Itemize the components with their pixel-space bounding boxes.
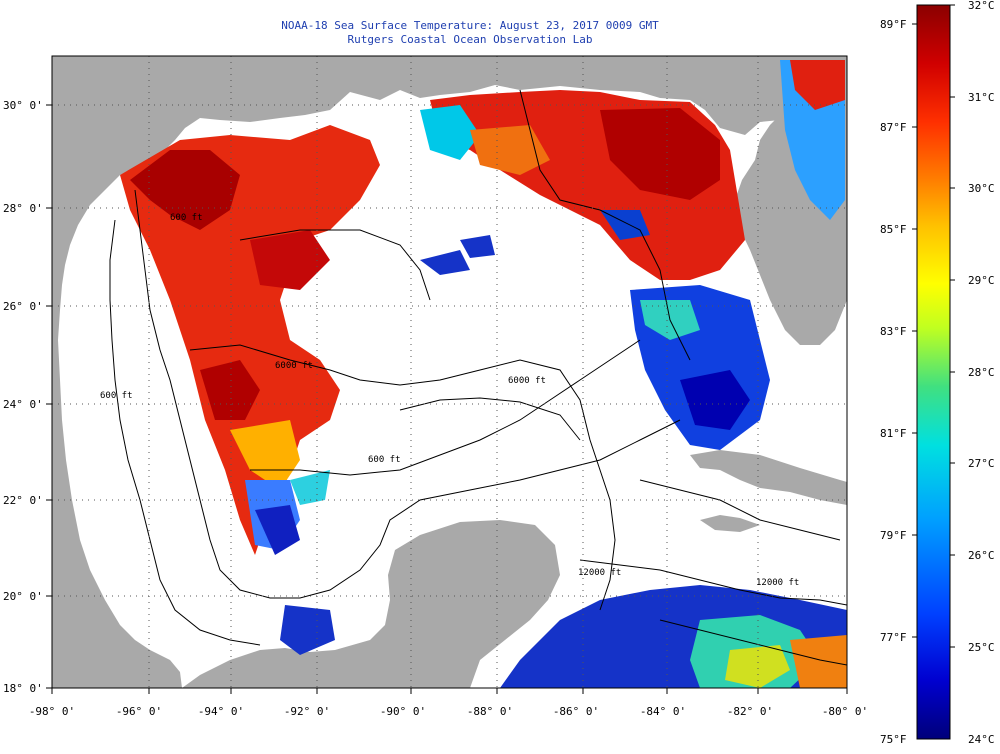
colorbar-c-label: 25°C bbox=[968, 641, 995, 654]
lat-label: 26° 0' bbox=[3, 300, 43, 313]
colorbar-f-label: 85°F bbox=[880, 223, 907, 236]
lat-label: 28° 0' bbox=[3, 202, 43, 215]
lat-label: 22° 0' bbox=[3, 494, 43, 507]
colorbar-fahrenheit-labels: 89°F 87°F 85°F 83°F 81°F 79°F 77°F 75°F bbox=[880, 18, 907, 746]
lat-label: 20° 0' bbox=[3, 590, 43, 603]
contour-label: 600 ft bbox=[368, 455, 401, 465]
colorbar-f-label: 79°F bbox=[880, 529, 907, 542]
contour-label: 6000 ft bbox=[275, 361, 313, 371]
map-subtitle: Rutgers Coastal Ocean Observation Lab bbox=[347, 33, 593, 46]
land-cuba bbox=[690, 450, 847, 505]
colorbar-f-label: 87°F bbox=[880, 121, 907, 134]
contour-label: 12000 ft bbox=[578, 568, 621, 578]
land-us-north bbox=[52, 56, 780, 688]
lon-label: -84° 0' bbox=[640, 705, 686, 718]
lat-label: 30° 0' bbox=[3, 99, 43, 112]
lon-label: -80° 0' bbox=[822, 705, 868, 718]
contour-label: 600 ft bbox=[170, 213, 203, 223]
sst-swaths bbox=[120, 60, 847, 688]
land-cuba-east bbox=[700, 515, 760, 532]
lon-label: -92° 0' bbox=[284, 705, 330, 718]
colorbar bbox=[916, 4, 951, 740]
colorbar-c-label: 30°C bbox=[968, 182, 995, 195]
lat-label: 18° 0' bbox=[3, 682, 43, 695]
contour-labels: 600 ft 6000 ft 6000 ft 600 ft 600 ft 120… bbox=[100, 213, 799, 588]
colorbar-c-label: 26°C bbox=[968, 549, 995, 562]
lon-label: -86° 0' bbox=[553, 705, 599, 718]
colorbar-c-label: 29°C bbox=[968, 274, 995, 287]
lat-label: 24° 0' bbox=[3, 398, 43, 411]
contour-label: 600 ft bbox=[100, 391, 133, 401]
lon-label: -82° 0' bbox=[727, 705, 773, 718]
map-frame bbox=[51, 55, 848, 689]
bathymetry-contours bbox=[109, 89, 847, 666]
colorbar-ticks bbox=[912, 4, 955, 648]
land-mexico bbox=[182, 520, 560, 688]
colorbar-f-label: 83°F bbox=[880, 325, 907, 338]
colorbar-f-label: 75°F bbox=[880, 733, 907, 746]
colorbar-c-label: 28°C bbox=[968, 366, 995, 379]
frame-ticks bbox=[46, 104, 848, 694]
lon-label: -96° 0' bbox=[116, 705, 162, 718]
lon-label: -94° 0' bbox=[198, 705, 244, 718]
colorbar-c-label: 27°C bbox=[968, 457, 995, 470]
colorbar-f-label: 77°F bbox=[880, 631, 907, 644]
colorbar-f-label: 89°F bbox=[880, 18, 907, 31]
contour-label: 12000 ft bbox=[756, 578, 799, 588]
lon-label: -90° 0' bbox=[380, 705, 426, 718]
colorbar-c-label: 32°C bbox=[968, 0, 995, 12]
colorbar-f-label: 81°F bbox=[880, 427, 907, 440]
colorbar-c-label: 31°C bbox=[968, 91, 995, 104]
colorbar-c-label: 24°C bbox=[968, 733, 995, 746]
lon-label: -98° 0' bbox=[29, 705, 75, 718]
latitude-labels: 30° 0' 28° 0' 26° 0' 24° 0' 22° 0' 20° 0… bbox=[3, 99, 43, 695]
colorbar-celsius-labels: 32°C 31°C 30°C 29°C 28°C 27°C 26°C 25°C … bbox=[968, 0, 995, 746]
map-title: NOAA-18 Sea Surface Temperature: August … bbox=[281, 19, 659, 32]
graticule bbox=[52, 56, 847, 688]
contour-label: 6000 ft bbox=[508, 376, 546, 386]
lon-label: -88° 0' bbox=[467, 705, 513, 718]
longitude-labels: -98° 0' -96° 0' -94° 0' -92° 0' -90° 0' … bbox=[29, 705, 868, 718]
